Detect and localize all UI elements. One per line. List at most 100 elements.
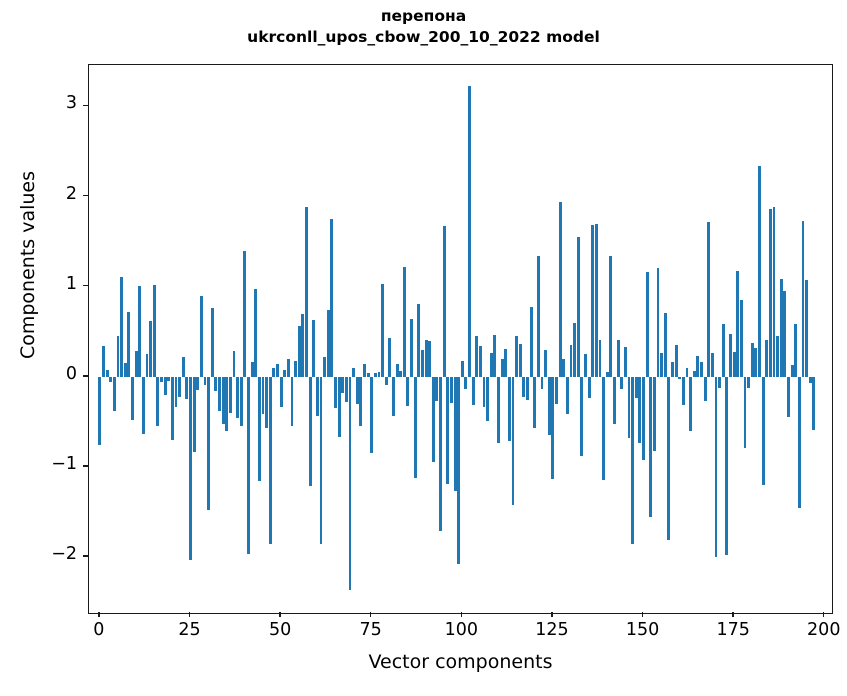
y-tick-mark — [83, 465, 88, 467]
bar — [268, 376, 272, 545]
bar — [207, 376, 211, 511]
bar — [587, 376, 591, 399]
bar — [363, 364, 366, 377]
y-tick-label: −1 — [51, 453, 77, 474]
bar — [163, 376, 167, 395]
x-tick-label: 175 — [716, 620, 750, 640]
bar — [725, 376, 729, 556]
bar — [787, 376, 790, 418]
bar — [373, 373, 377, 377]
bar — [341, 376, 345, 394]
y-tick-label: 3 — [65, 93, 77, 114]
bar — [783, 291, 787, 377]
bar — [152, 284, 156, 377]
bar — [149, 320, 153, 377]
bar — [156, 376, 160, 427]
bar — [631, 376, 635, 544]
bar — [203, 376, 207, 385]
bar — [468, 85, 471, 377]
bar — [323, 357, 327, 377]
bar — [199, 295, 203, 377]
bar — [497, 376, 500, 443]
bar — [533, 376, 537, 429]
bar — [547, 376, 551, 435]
bar — [167, 376, 171, 382]
bar — [243, 250, 247, 377]
bar — [696, 356, 700, 377]
bar — [638, 376, 642, 443]
bar — [413, 376, 417, 478]
bar — [464, 376, 468, 389]
bar — [797, 376, 801, 509]
y-tick-label: 1 — [65, 273, 77, 294]
bar — [326, 310, 330, 377]
bar — [750, 342, 754, 377]
x-tick-label: 100 — [444, 620, 478, 640]
bar — [500, 358, 504, 377]
bar — [348, 376, 352, 590]
bar — [131, 376, 134, 421]
x-tick-label: 200 — [807, 620, 841, 640]
x-tick-mark — [98, 612, 100, 617]
bar — [732, 351, 736, 377]
bar — [678, 376, 682, 379]
bar — [627, 376, 631, 439]
bar — [145, 354, 149, 377]
bar — [718, 376, 722, 388]
bar — [424, 339, 428, 377]
bar — [181, 357, 185, 377]
bars-container — [89, 65, 832, 613]
bar — [562, 358, 566, 377]
bar — [123, 363, 127, 377]
bar — [439, 376, 442, 531]
bar — [355, 376, 359, 404]
bar — [544, 349, 548, 377]
bar — [301, 313, 305, 377]
bar — [656, 267, 660, 377]
bar — [442, 226, 446, 377]
bar — [377, 372, 381, 377]
bar — [247, 376, 250, 554]
bar — [790, 365, 794, 377]
bar — [134, 350, 138, 377]
bar — [210, 308, 214, 377]
bar — [446, 376, 450, 485]
bar — [254, 289, 258, 377]
bar — [700, 362, 703, 377]
bar — [779, 278, 783, 377]
bar — [765, 339, 769, 377]
bar — [609, 256, 613, 377]
bar — [228, 376, 232, 413]
bar — [808, 376, 812, 384]
x-tick-mark — [551, 612, 553, 617]
bar — [620, 376, 624, 390]
bar — [330, 219, 334, 377]
bar — [605, 372, 609, 377]
bar — [493, 335, 497, 377]
bar — [486, 376, 490, 421]
bar — [250, 361, 254, 377]
plot-axes — [88, 64, 833, 614]
bar — [391, 376, 395, 416]
bar — [739, 300, 743, 377]
bar — [663, 312, 667, 377]
bar — [370, 376, 374, 453]
x-tick-label: 25 — [178, 620, 201, 640]
bar — [565, 376, 569, 414]
bar — [526, 376, 529, 401]
bar — [105, 369, 109, 377]
x-tick-label: 50 — [268, 620, 292, 640]
bar — [576, 237, 580, 377]
bar — [218, 376, 221, 412]
bar — [138, 285, 142, 377]
bar — [573, 322, 577, 377]
bar — [504, 348, 508, 377]
bar — [714, 376, 718, 558]
bar — [616, 339, 620, 377]
bar — [170, 376, 174, 440]
bar — [529, 307, 533, 377]
bar — [174, 376, 178, 407]
bar — [305, 206, 308, 377]
bar — [768, 209, 772, 377]
